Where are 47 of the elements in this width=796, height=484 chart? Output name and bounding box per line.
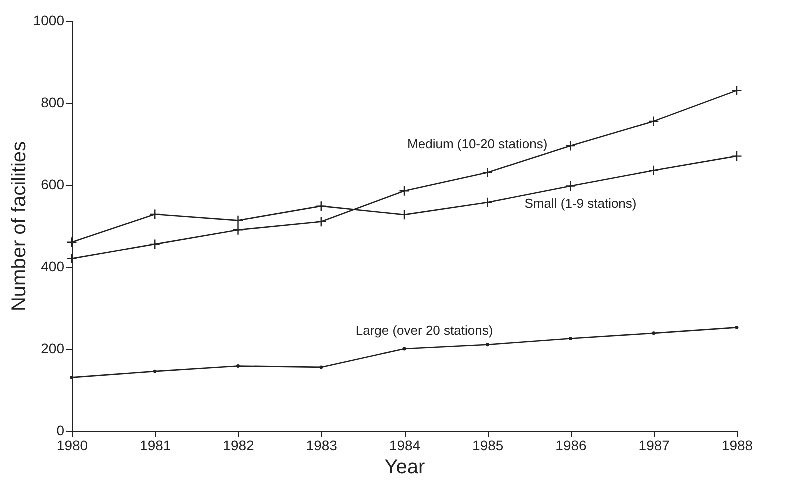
point — [735, 326, 739, 330]
point — [399, 210, 410, 220]
point — [150, 209, 160, 220]
point — [652, 332, 656, 336]
point — [399, 186, 410, 196]
y-tick-label: 1000 — [33, 12, 65, 28]
point — [150, 239, 160, 250]
x-tick-label: 1983 — [306, 438, 338, 454]
point — [486, 343, 490, 347]
point — [320, 366, 324, 370]
point — [402, 347, 406, 351]
series-label: Medium (10-20 stations) — [408, 136, 548, 152]
point — [236, 364, 240, 368]
point — [482, 167, 493, 178]
point — [565, 140, 576, 152]
series-label: Large (over 20 stations) — [356, 323, 494, 338]
point — [648, 165, 660, 176]
point — [565, 180, 576, 192]
point — [153, 370, 157, 374]
x-tick-label: 1982 — [223, 438, 255, 454]
point — [732, 150, 742, 162]
point — [66, 237, 78, 248]
y-tick-label: 0 — [56, 422, 65, 438]
x-tick-label: 1980 — [56, 438, 88, 454]
x-tick-label: 1985 — [472, 438, 504, 454]
x-tick-label: 1981 — [140, 438, 172, 454]
y-tick-label: 400 — [41, 258, 65, 274]
point — [232, 224, 244, 236]
x-tick-label: 1987 — [638, 438, 670, 454]
series-label: Small (1-9 stations) — [524, 196, 637, 212]
x-tick-label: 1988 — [722, 438, 754, 454]
point — [732, 85, 742, 96]
point — [316, 200, 327, 212]
point — [232, 215, 244, 226]
x-tick-label: 1986 — [556, 438, 588, 454]
x-axis-title: Year — [384, 456, 426, 478]
x-tick-label: 1984 — [389, 438, 421, 454]
point — [482, 197, 493, 208]
point — [66, 253, 78, 264]
y-tick-label: 800 — [41, 94, 65, 110]
point — [70, 376, 74, 380]
point — [648, 116, 660, 127]
y-tick-label: 200 — [41, 340, 65, 356]
y-tick-label: 600 — [41, 176, 65, 192]
point — [316, 216, 327, 228]
y-axis-title: Number of facilities — [8, 141, 30, 312]
point — [569, 337, 572, 340]
